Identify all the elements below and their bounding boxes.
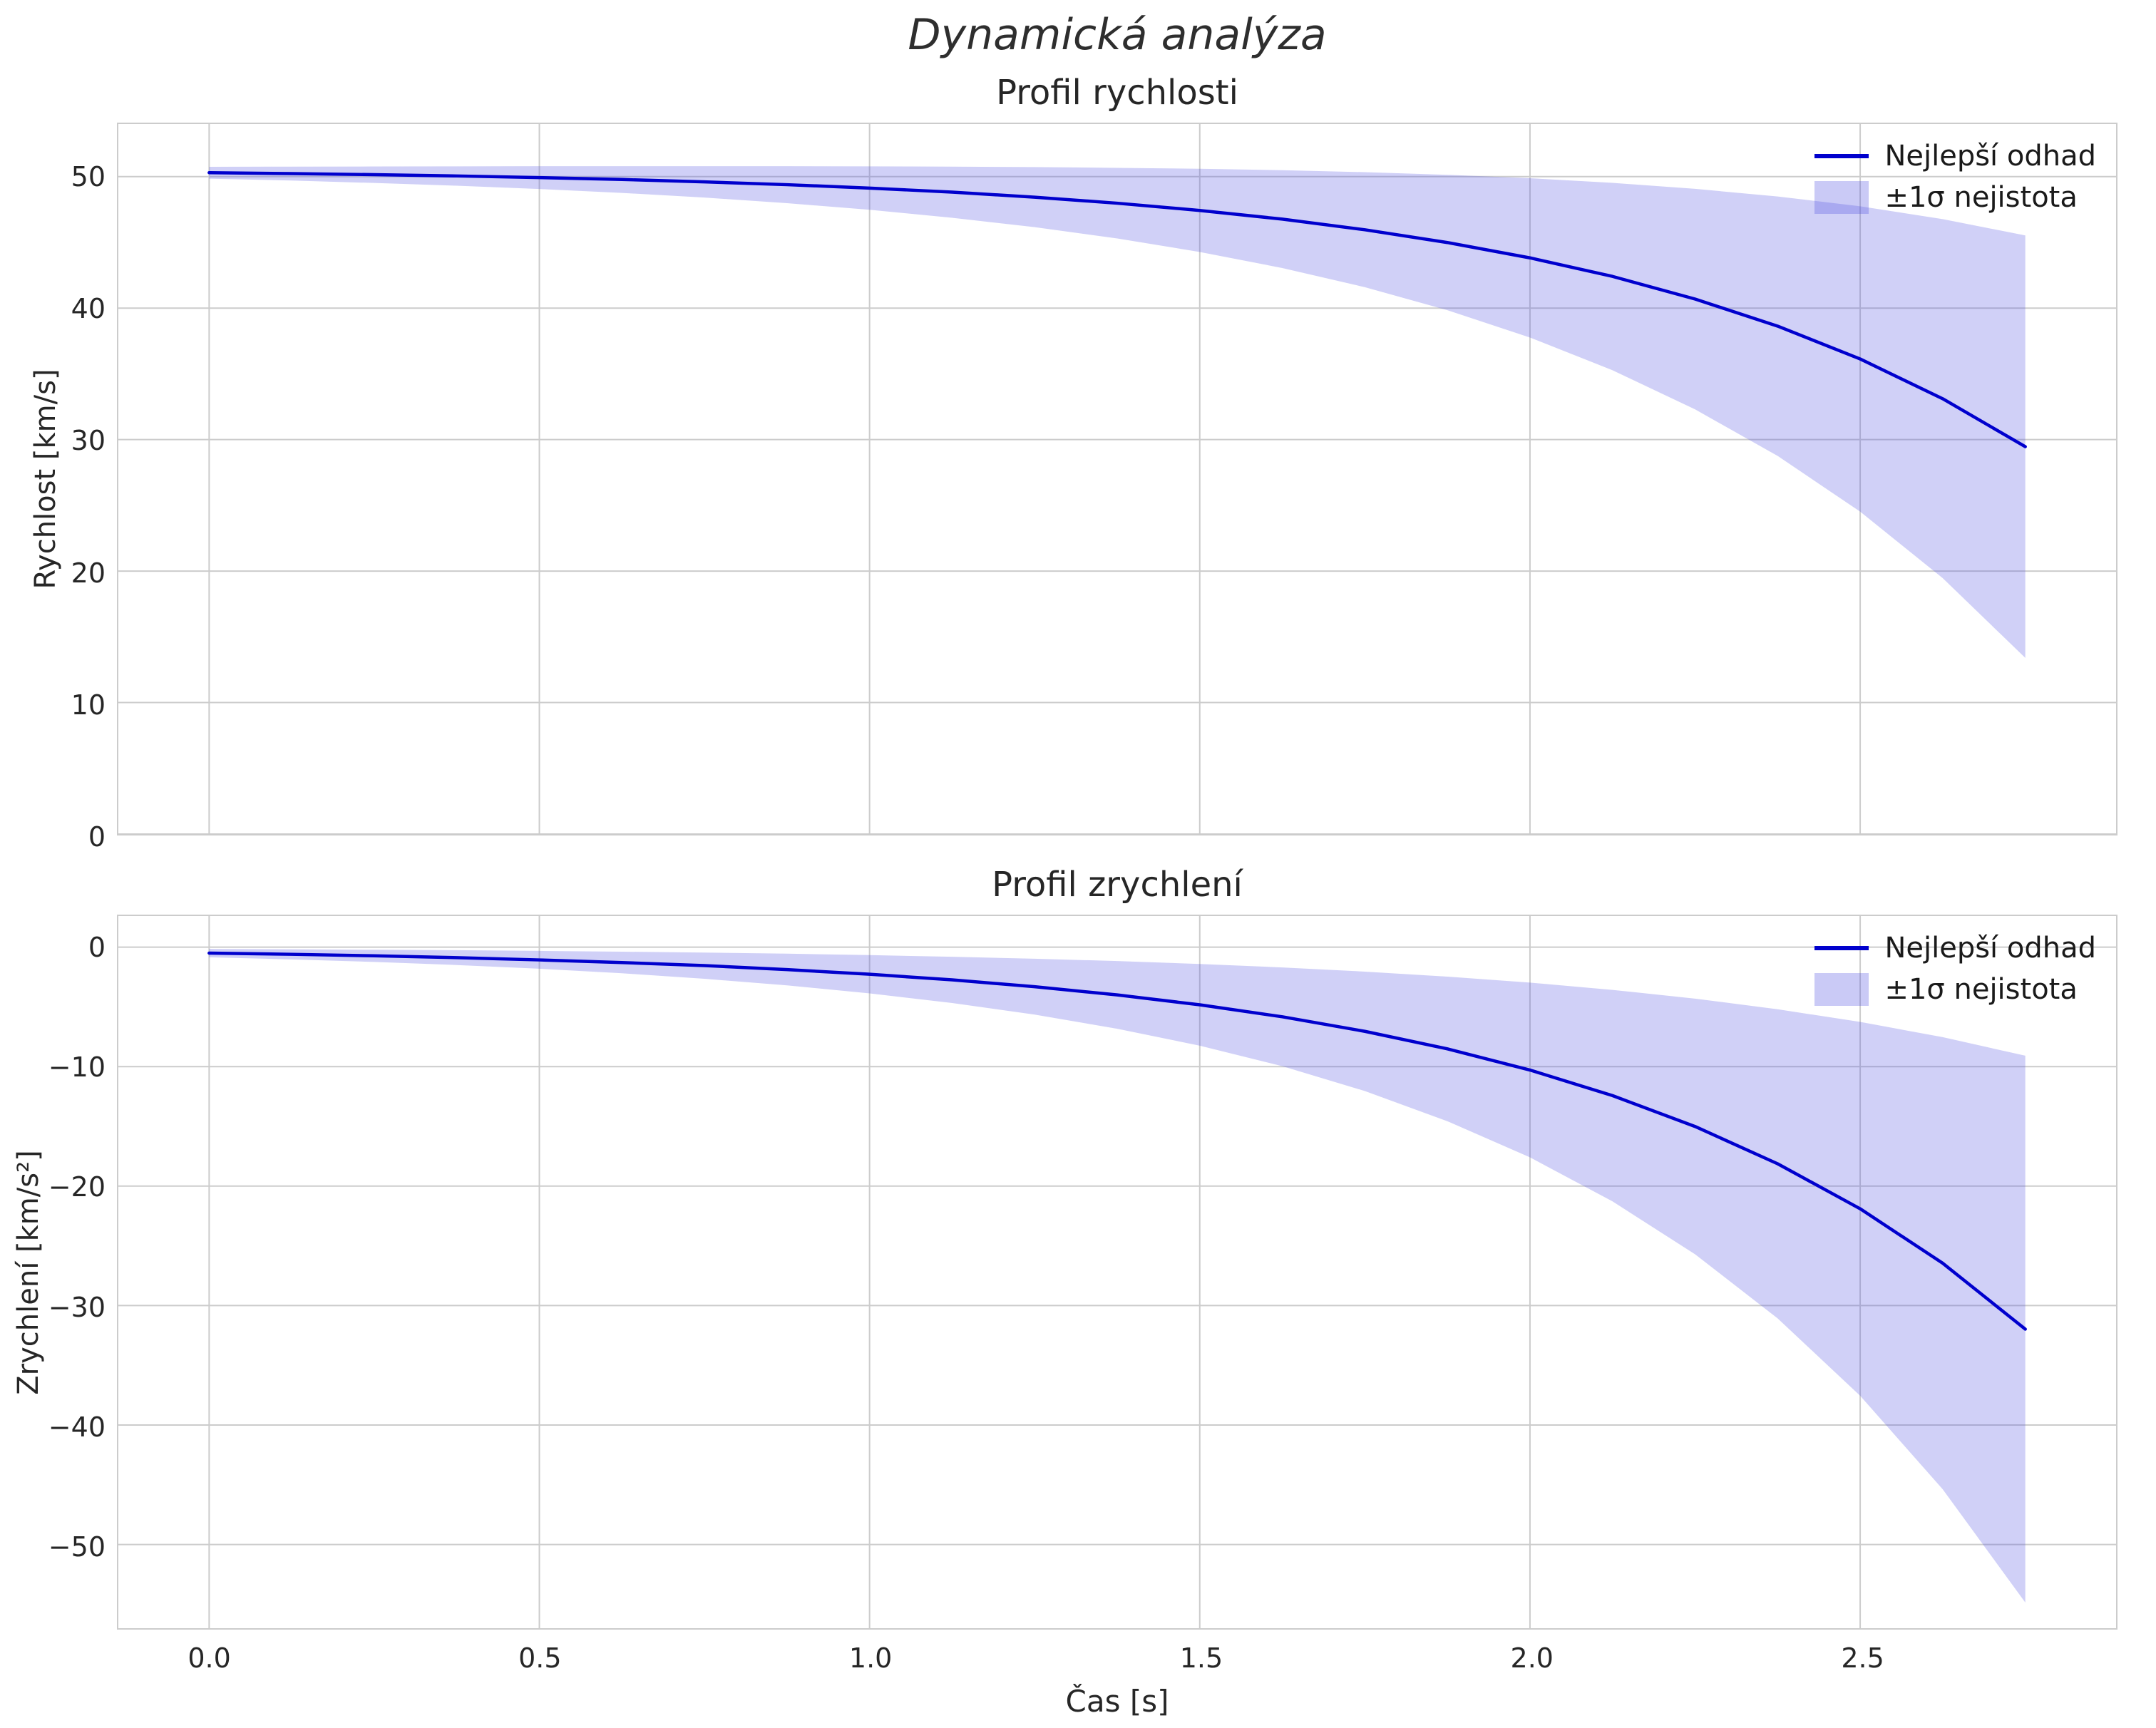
y-tick-label: −30 xyxy=(48,1291,106,1323)
x-tick-label: 2.0 xyxy=(1510,1642,1554,1674)
legend-band-swatch xyxy=(1814,181,1869,214)
y-tick-label: 0 xyxy=(88,931,106,963)
axes-acceleration: Profil zrychlení Zrychlení [km/s²] Nejle… xyxy=(12,865,2118,1719)
y-tick-label: 40 xyxy=(71,293,106,325)
legend-acceleration: Nejlepší odhad ±1σ nejistota xyxy=(1814,932,2096,1006)
y-tick-label: −50 xyxy=(48,1531,106,1563)
ylabel-acceleration: Zrychlení [km/s²] xyxy=(12,1149,45,1395)
ylabel-velocity: Rychlost [km/s] xyxy=(29,369,62,590)
x-tick-label: 1.0 xyxy=(848,1642,893,1674)
legend-line-swatch xyxy=(1814,946,1869,950)
xlabel-time: Čas [s] xyxy=(1065,1684,1169,1719)
y-tick-label: −40 xyxy=(48,1411,106,1443)
best-estimate-line xyxy=(207,951,2027,1331)
legend-label-best-estimate: Nejlepší odhad xyxy=(1884,140,2096,173)
legend-item-best-estimate: Nejlepší odhad xyxy=(1814,932,2096,965)
x-tick-label: 2.5 xyxy=(1841,1642,1884,1674)
legend-velocity: Nejlepší odhad ±1σ nejistota xyxy=(1814,140,2096,214)
velocity-chart-canvas xyxy=(118,124,2116,834)
figure-title: Dynamická analýza xyxy=(908,10,1327,60)
y-tick-label: 10 xyxy=(71,689,106,721)
plot-title-velocity: Profil rychlosti xyxy=(996,73,1238,113)
x-tick-label: 1.5 xyxy=(1179,1642,1223,1674)
legend-label-uncertainty: ±1σ nejistota xyxy=(1884,973,2078,1006)
legend-item-best-estimate: Nejlepší odhad xyxy=(1814,140,2096,173)
y-tick-label: −10 xyxy=(48,1051,106,1084)
acceleration-chart-canvas xyxy=(118,916,2116,1628)
legend-line-swatch xyxy=(1814,154,1869,158)
uncertainty-band xyxy=(209,166,2026,658)
legend-item-uncertainty: ±1σ nejistota xyxy=(1814,973,2096,1006)
legend-item-uncertainty: ±1σ nejistota xyxy=(1814,181,2096,214)
y-tick-label: 0 xyxy=(88,821,106,853)
legend-band-swatch xyxy=(1814,973,1869,1006)
y-tick-label: 30 xyxy=(71,425,106,457)
y-tick-label: 50 xyxy=(71,161,106,193)
y-tick-label: 20 xyxy=(71,557,106,589)
best-estimate-line xyxy=(207,170,2027,448)
legend-label-uncertainty: ±1σ nejistota xyxy=(1884,181,2078,214)
legend-label-best-estimate: Nejlepší odhad xyxy=(1884,932,2096,965)
y-tick-label: −20 xyxy=(48,1171,106,1203)
uncertainty-band xyxy=(209,949,2026,1603)
x-tick-label: 0.5 xyxy=(518,1642,562,1674)
axes-velocity: Profil rychlosti Rychlost [km/s] Nejlepš… xyxy=(29,73,2118,853)
x-tick-label: 0.0 xyxy=(188,1642,231,1674)
plot-title-acceleration: Profil zrychlení xyxy=(992,865,1243,905)
